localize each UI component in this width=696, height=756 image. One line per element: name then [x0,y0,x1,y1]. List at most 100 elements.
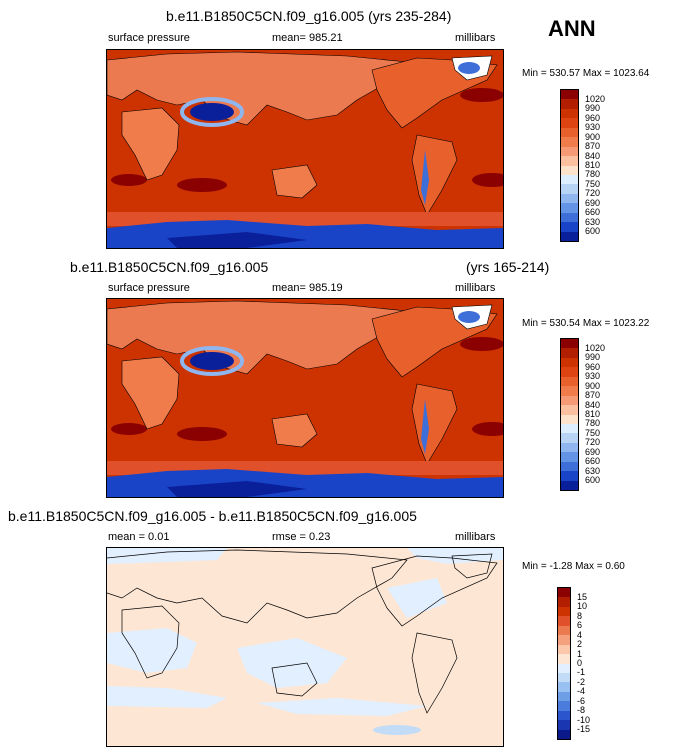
panel2-subtropical-high [460,337,503,351]
colorbar-swatch [558,701,570,711]
colorbar-swatch [558,682,570,692]
colorbar-swatch [561,231,578,241]
panel2-africa [121,356,180,430]
colorbar-swatch [558,597,570,607]
colorbar-swatch [561,146,578,157]
colorbar-level-label: 2 [577,639,583,650]
panel1-australia [271,164,318,199]
colorbar-swatch [561,433,578,443]
colorbar-level-label: 720 [585,188,601,199]
colorbar-level-label: 630 [585,465,601,476]
panel3-map [106,547,504,747]
colorbar-swatch [558,616,570,626]
panel1-andes [421,150,429,205]
colorbar-swatch [558,606,570,617]
colorbar-level-label: 720 [585,437,601,448]
colorbar-level-label: 930 [585,122,601,133]
panel1-tibet-edge [180,97,244,127]
panel1-subtropical-high [111,174,147,186]
panel2-title: b.e11.B1850C5CN.f09_g16.005 [70,259,269,275]
colorbar-level-label: 1 [577,648,583,659]
colorbar-level-label: 630 [585,216,601,227]
panel2-eurasia [107,300,408,375]
panel1-eurasia [107,51,408,126]
colorbar-swatch [561,461,578,472]
panel3-negative-anomaly [107,686,227,708]
colorbar-swatch [561,339,578,349]
panel3-negative-anomaly [387,578,447,618]
colorbar-swatch [558,588,570,598]
panel1-subtropical-high [177,178,227,192]
colorbar-swatch [561,480,578,490]
panel2-units-label: millibars [455,282,496,294]
panel2-mean-label: mean= 985.19 [272,282,343,294]
colorbar-level-label: 900 [585,131,601,142]
panel1-units-label: millibars [455,32,496,44]
panel3-north-america-outline [371,555,498,627]
colorbar-level-label: 840 [585,399,601,410]
panel1-greenland-ice [458,62,480,74]
colorbar-level-label: -15 [577,724,591,735]
colorbar-level-label: -1 [577,667,586,678]
panel1-minmax-label: Min = 530.57 Max = 1023.64 [522,68,650,79]
colorbar-level-label: -8 [577,705,586,716]
panel3-negative-anomaly [107,548,227,564]
colorbar-swatch [561,452,578,462]
colorbar-level-label: 600 [585,475,601,486]
colorbar-level-label: -10 [577,714,591,725]
panel2-variable-label: surface pressure [108,282,190,294]
colorbar-level-label: 840 [585,150,601,161]
panel1-title: b.e11.B1850C5CN.f09_g16.005 (yrs 235-284… [166,8,452,24]
season-label: ANN [548,16,596,41]
colorbar-swatch [558,672,570,683]
colorbar-swatch [561,405,578,415]
colorbar-level-label: -4 [577,686,586,697]
colorbar-level-label: 1020 [585,93,606,104]
colorbar-swatch [561,165,578,175]
colorbar-swatch [558,625,570,636]
colorbar-level-label: 870 [585,390,601,401]
colorbar-level-label: 8 [577,610,583,621]
colorbar-swatch [561,423,578,434]
colorbar-level-label: 600 [585,226,601,237]
colorbar-swatch [558,710,570,721]
colorbar-level-label: 810 [585,160,601,170]
panel2-subtropical-high [177,427,227,441]
panel2-antarctica-plateau [167,481,307,497]
colorbar-swatch [561,357,578,368]
panel2-tibet [190,352,234,370]
colorbar-swatch [561,386,578,396]
colorbar-level-label: 4 [577,629,583,640]
colorbar-level-label: 900 [585,380,601,391]
panel3-negative-anomaly [107,628,197,673]
panel1-subtropical-high [472,173,503,187]
colorbar-level-label: 960 [585,112,601,123]
panel1-africa [121,107,180,181]
colorbar-swatch [558,691,570,702]
colorbar-swatch [561,118,578,128]
panel1-variable-label: surface pressure [108,32,190,44]
colorbar-level-label: 690 [585,197,601,208]
colorbar-swatch [561,348,578,358]
panel1-mean-label: mean= 985.21 [272,32,343,44]
panel3-africa-outline [121,605,180,679]
panel3-eurasia-outline [107,549,408,624]
colorbar-swatch [561,90,578,100]
panel2-tibet-edge [180,346,244,376]
panel3-mean-label: mean = 0.01 [108,531,170,543]
panel2-minmax-label: Min = 530.54 Max = 1023.22 [522,318,650,329]
panel2-subtropical-high [472,422,503,436]
panel2-map [106,298,504,498]
panel3-units-label: millibars [455,531,496,543]
colorbar-swatch [561,442,578,453]
panel3-negative-anomaly [237,638,347,688]
panel2-subtropical-high [111,423,147,435]
panel1-subtropical-high [460,88,503,102]
panel3-south-america-outline [411,632,458,714]
colorbar-level-label: 660 [585,456,601,467]
panel3-rmse-label: rmse = 0.23 [272,531,331,543]
colorbar-swatch [561,203,578,213]
colorbar-level-label: 810 [585,409,601,419]
colorbar-swatch [561,414,578,424]
panel3-negative-anomaly [257,698,427,716]
